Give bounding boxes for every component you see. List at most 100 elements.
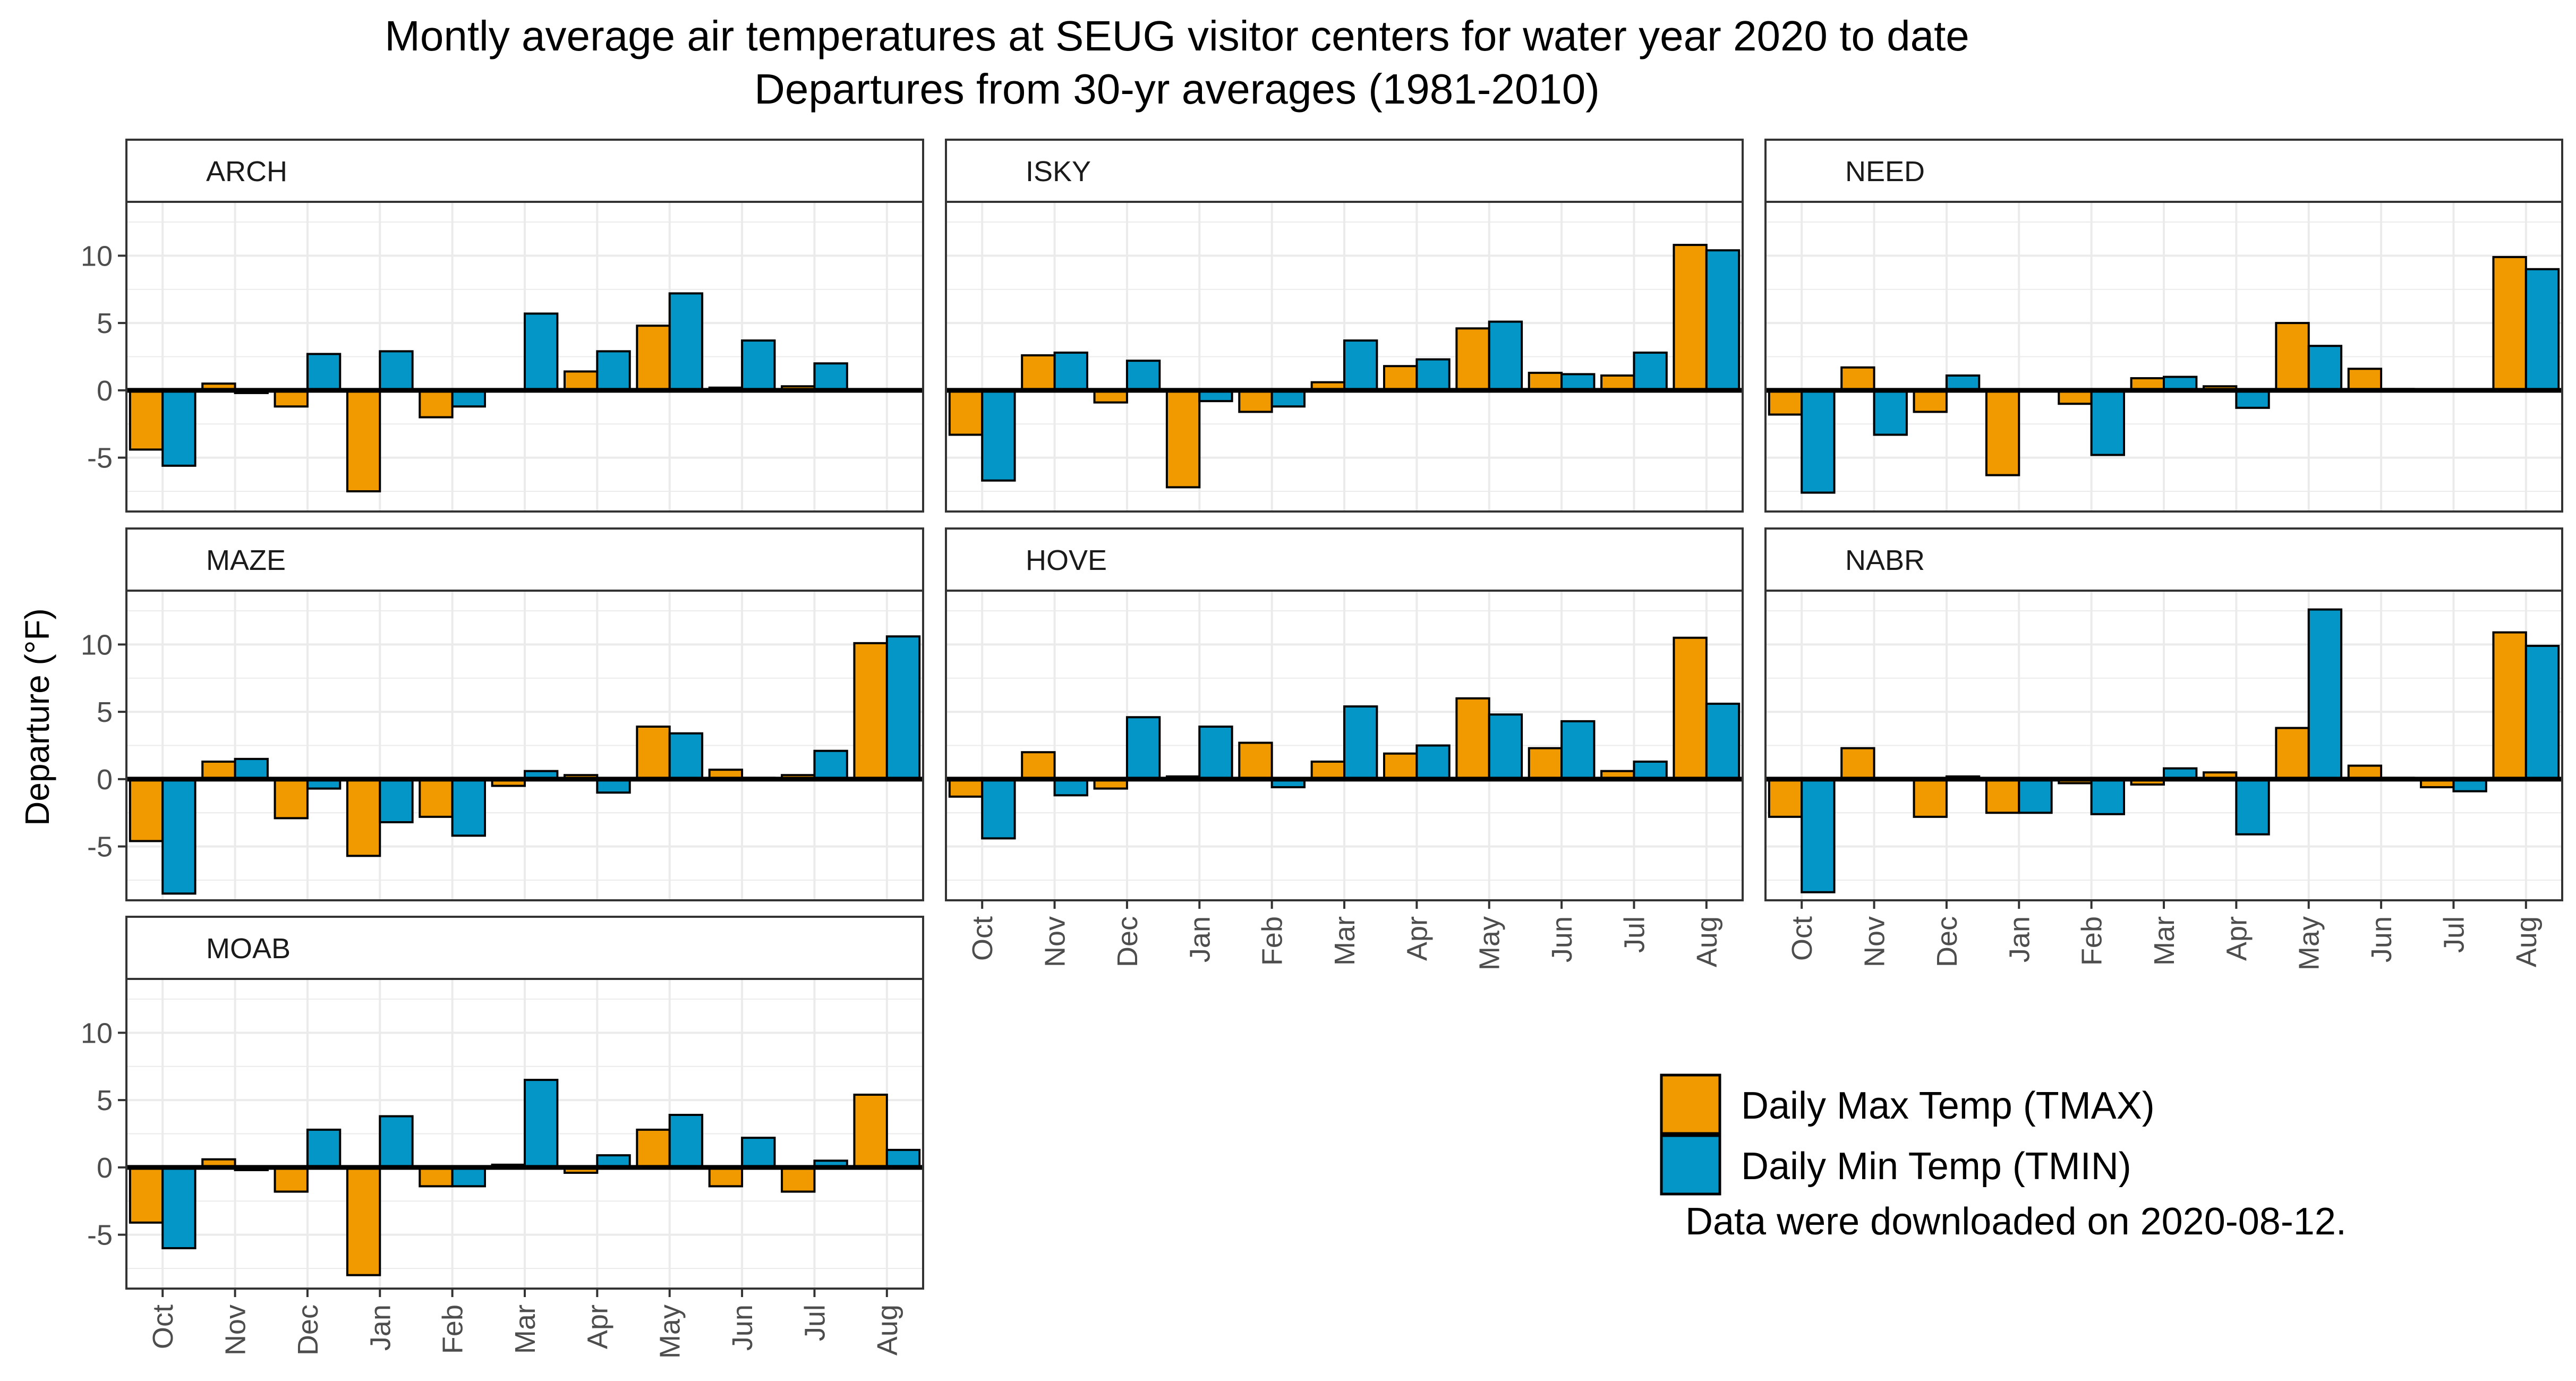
bar-tmin-aug bbox=[885, 1148, 921, 1169]
bar-tmin-jan bbox=[1198, 726, 1233, 780]
facet-strip bbox=[125, 139, 924, 203]
bar-tmin-oct bbox=[1801, 389, 1836, 494]
facet-label: NEED bbox=[1845, 156, 1925, 187]
bar-tmin-jan bbox=[379, 1115, 414, 1169]
panel-border bbox=[125, 201, 924, 513]
x-tick-label: Mar bbox=[509, 1305, 541, 1354]
x-tick-label: Dec bbox=[1112, 916, 1144, 967]
bar-tmin-dec bbox=[1125, 360, 1161, 391]
facet-strip bbox=[125, 916, 924, 980]
x-tick-label: Mar bbox=[2148, 916, 2180, 966]
bar-tmin-jun bbox=[741, 339, 776, 391]
x-tick-label: Jan bbox=[364, 1305, 396, 1351]
bar-tmax-mar bbox=[1310, 760, 1346, 780]
bar-tmin-apr bbox=[1415, 744, 1451, 780]
bar-tmin-feb bbox=[451, 1166, 486, 1188]
bar-tmin-oct bbox=[161, 1166, 197, 1249]
bar-tmax-apr bbox=[1383, 752, 1418, 780]
x-tick-label: May bbox=[654, 1305, 686, 1359]
bar-tmin-apr bbox=[2235, 778, 2270, 836]
bar-tmax-may bbox=[2275, 727, 2310, 780]
y-tick-label: 0 bbox=[97, 375, 113, 407]
facet-panels: ARCH -5 0 5 10 ISKY NEED MAZE -5 0 5 10 HOVE Oct Nov De… bbox=[81, 139, 2563, 1359]
bar-tmax-jan bbox=[346, 1166, 381, 1276]
bar-tmax-apr bbox=[1383, 365, 1418, 391]
bar-tmax-oct bbox=[948, 778, 984, 798]
x-tick-label: Apr bbox=[582, 1305, 613, 1349]
legend: Daily Max Temp (TMAX) Daily Min Temp (TMI… bbox=[1660, 1073, 2155, 1196]
bar-tmin-feb bbox=[451, 778, 486, 837]
panel-hove: HOVE Oct Nov Dec Jan Feb Mar Apr May Jun Jul Aug bbox=[945, 527, 1744, 970]
bar-tmax-nov bbox=[201, 760, 236, 780]
bar-tmax-dec bbox=[274, 778, 309, 820]
bar-tmax-may bbox=[636, 1128, 671, 1169]
bar-tmax-nov bbox=[1840, 747, 1875, 780]
bar-tmin-oct bbox=[1801, 778, 1836, 893]
facet-strip bbox=[1764, 139, 2563, 203]
x-tick-label: Apr bbox=[1401, 916, 1433, 961]
bar-tmin-nov bbox=[1053, 351, 1088, 391]
bar-tmax-oct bbox=[129, 1166, 164, 1224]
bar-tmin-dec bbox=[1125, 716, 1161, 780]
bar-tmax-may bbox=[1455, 697, 1490, 780]
bar-tmin-may bbox=[1488, 713, 1523, 780]
bar-tmin-jul bbox=[813, 749, 848, 780]
bar-tmin-mar bbox=[524, 1079, 559, 1169]
bar-tmax-jun bbox=[1528, 371, 1563, 391]
bar-tmin-apr bbox=[2235, 389, 2270, 409]
bar-tmax-may bbox=[636, 325, 671, 391]
bar-tmax-dec bbox=[1913, 778, 1948, 818]
bar-tmax-jan bbox=[1985, 389, 2020, 476]
bar-tmax-jun bbox=[1528, 747, 1563, 780]
bar-tmin-jul bbox=[1633, 351, 1668, 391]
panel-border bbox=[125, 590, 924, 901]
x-tick-label: Feb bbox=[2076, 916, 2108, 966]
panel-maze: MAZE -5 0 5 10 bbox=[81, 527, 924, 901]
bar-tmin-jul bbox=[813, 362, 848, 391]
x-tick-label: May bbox=[2293, 916, 2325, 970]
panel-arch: ARCH -5 0 5 10 bbox=[81, 139, 924, 513]
facet-label: ARCH bbox=[206, 156, 287, 187]
chart-subtitle: Departures from 30-yr averages (1981-201… bbox=[754, 65, 1600, 113]
bar-tmax-aug bbox=[853, 642, 888, 780]
facet-label: HOVE bbox=[1026, 544, 1107, 576]
bar-tmin-nov bbox=[234, 757, 269, 780]
bar-tmin-mar bbox=[1343, 705, 1378, 780]
panel-moab: MOAB -5 0 5 10 Oct Nov Dec Jan Feb Mar Apr May Jun Jul… bbox=[81, 916, 924, 1359]
x-tick-label: Nov bbox=[220, 1305, 252, 1356]
bar-tmin-aug bbox=[2524, 644, 2560, 780]
download-note: Data were downloaded on 2020-08-12. bbox=[1685, 1200, 2347, 1243]
bar-tmax-feb bbox=[419, 389, 454, 419]
x-tick-label: Jul bbox=[799, 1305, 831, 1341]
bar-tmin-jun bbox=[741, 1137, 776, 1169]
facet-label: NABR bbox=[1845, 544, 1925, 576]
bar-tmin-jun bbox=[1560, 373, 1596, 391]
x-tick-label: Oct bbox=[967, 916, 999, 961]
bar-tmax-jan bbox=[1165, 389, 1201, 489]
bar-tmax-oct bbox=[129, 389, 164, 451]
bar-tmax-jun bbox=[708, 1166, 744, 1188]
x-tick-label: Nov bbox=[1039, 916, 1071, 967]
bar-tmin-apr bbox=[596, 350, 631, 391]
bar-tmax-aug bbox=[2492, 255, 2527, 391]
bar-tmax-apr bbox=[564, 370, 599, 391]
x-tick-label: Jun bbox=[727, 1305, 758, 1351]
panel-isky: ISKY bbox=[945, 139, 1744, 513]
x-tick-label: Aug bbox=[1691, 916, 1723, 967]
bar-tmin-dec bbox=[306, 1128, 342, 1169]
bar-tmax-jul bbox=[781, 1166, 816, 1193]
x-tick-label: Oct bbox=[1786, 916, 1818, 961]
panel-border bbox=[1764, 201, 2563, 513]
bar-tmax-aug bbox=[853, 1093, 888, 1169]
bar-tmax-may bbox=[1455, 327, 1490, 391]
bar-tmin-jul bbox=[1633, 760, 1668, 780]
y-tick-label: 5 bbox=[97, 308, 113, 339]
facet-strip bbox=[125, 527, 924, 592]
y-axis-label: Departure (°F) bbox=[18, 608, 56, 826]
bar-tmin-dec bbox=[1945, 374, 1981, 391]
bar-tmin-oct bbox=[981, 778, 1016, 840]
facet-label: MOAB bbox=[206, 933, 291, 965]
bar-tmax-feb bbox=[1238, 389, 1273, 413]
bar-tmin-jun bbox=[1560, 720, 1596, 780]
